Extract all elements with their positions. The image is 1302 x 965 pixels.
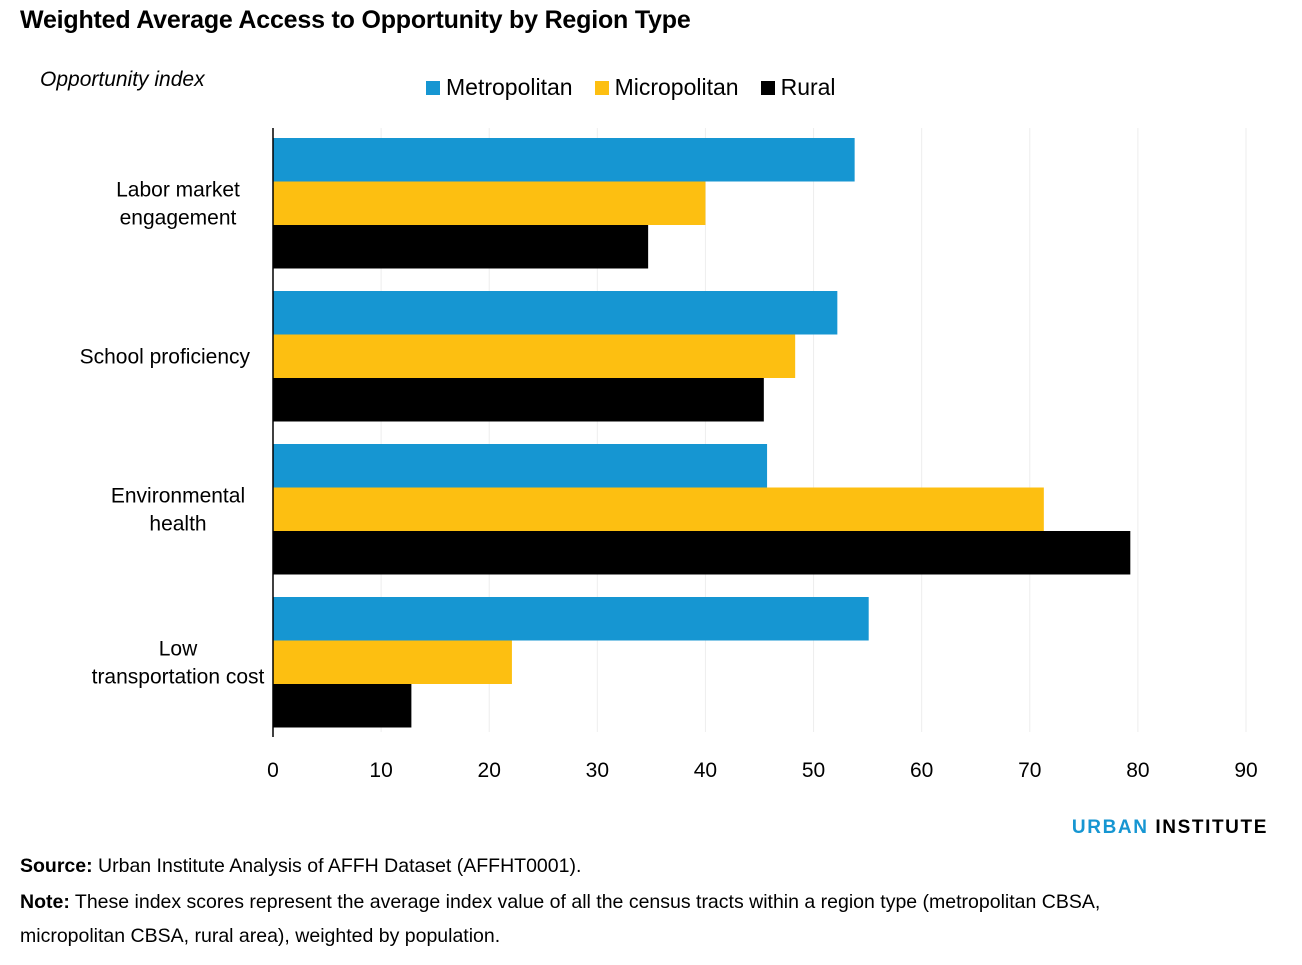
bar-micropolitan-0	[273, 181, 706, 225]
chart-title: Weighted Average Access to Opportunity b…	[20, 6, 691, 34]
bar-rural-2	[273, 531, 1131, 575]
legend-item-metropolitan: Metropolitan	[426, 74, 573, 101]
x-tick-labels: 0 10 20 30 40 50 60 70 80 90	[267, 759, 1258, 782]
source-text: Urban Institute Analysis of AFFH Dataset…	[98, 855, 582, 877]
bar-micropolitan-2	[273, 487, 1044, 531]
legend-label: Rural	[780, 74, 836, 100]
y-axis-unit-label: Opportunity index	[40, 68, 205, 91]
x-tick-label: 90	[1234, 759, 1257, 782]
source-label: Source:	[20, 855, 93, 877]
source-line: Source: Urban Institute Analysis of AFFH…	[20, 855, 581, 878]
brand-institute: INSTITUTE	[1155, 817, 1268, 838]
x-tick-label: 60	[910, 759, 933, 782]
note-text-2: micropolitan CBSA, rural area), weighted…	[20, 925, 501, 947]
chart-legend: Metropolitan Micropolitan Rural	[426, 74, 858, 101]
legend-item-rural: Rural	[760, 74, 836, 101]
category-label: Labor market	[116, 178, 240, 201]
bar-chart: Labor market engagement School proficiency…	[80, 128, 1258, 782]
note-label: Note:	[20, 891, 70, 913]
x-tick-label: 10	[369, 759, 392, 782]
bar-metropolitan-3	[273, 597, 869, 641]
brand-urban: URBAN	[1071, 817, 1149, 838]
x-tick-label: 40	[694, 759, 717, 782]
category-label: School proficiency	[80, 345, 251, 368]
legend-swatch	[760, 80, 775, 95]
category-label: Environmental	[111, 484, 245, 507]
legend-label: Micropolitan	[614, 74, 739, 100]
x-tick-label: 80	[1126, 759, 1149, 782]
note-line-2: micropolitan CBSA, rural area), weighted…	[20, 925, 500, 948]
urban-institute-logo: URBAN INSTITUTE	[1072, 817, 1268, 839]
bar-micropolitan-1	[273, 334, 796, 378]
bar-micropolitan-3	[273, 640, 512, 684]
note-text-1: These index scores represent the average…	[74, 891, 1101, 913]
category-label: transportation cost	[92, 665, 265, 688]
legend-label: Metropolitan	[446, 74, 573, 100]
note-line-1: Note: These index scores represent the a…	[20, 891, 1100, 914]
bar-metropolitan-2	[273, 444, 768, 488]
category-label: Low	[159, 637, 198, 660]
bar-rural-1	[273, 378, 764, 422]
category-label: health	[149, 512, 206, 535]
x-tick-label: 30	[586, 759, 609, 782]
bar-metropolitan-0	[273, 138, 855, 182]
bar-rural-0	[273, 225, 649, 269]
legend-swatch	[426, 80, 440, 95]
category-labels: Labor market engagement School proficiency…	[80, 178, 265, 688]
x-tick-label: 0	[267, 759, 279, 782]
bars	[273, 138, 1131, 728]
x-tick-label: 70	[1018, 759, 1041, 782]
bar-metropolitan-1	[273, 291, 838, 335]
x-tick-label: 20	[478, 759, 501, 782]
legend-swatch	[594, 80, 609, 95]
bar-rural-3	[273, 684, 412, 728]
category-label: engagement	[120, 206, 237, 229]
legend-item-micropolitan: Micropolitan	[594, 74, 739, 101]
x-tick-label: 50	[802, 759, 825, 782]
